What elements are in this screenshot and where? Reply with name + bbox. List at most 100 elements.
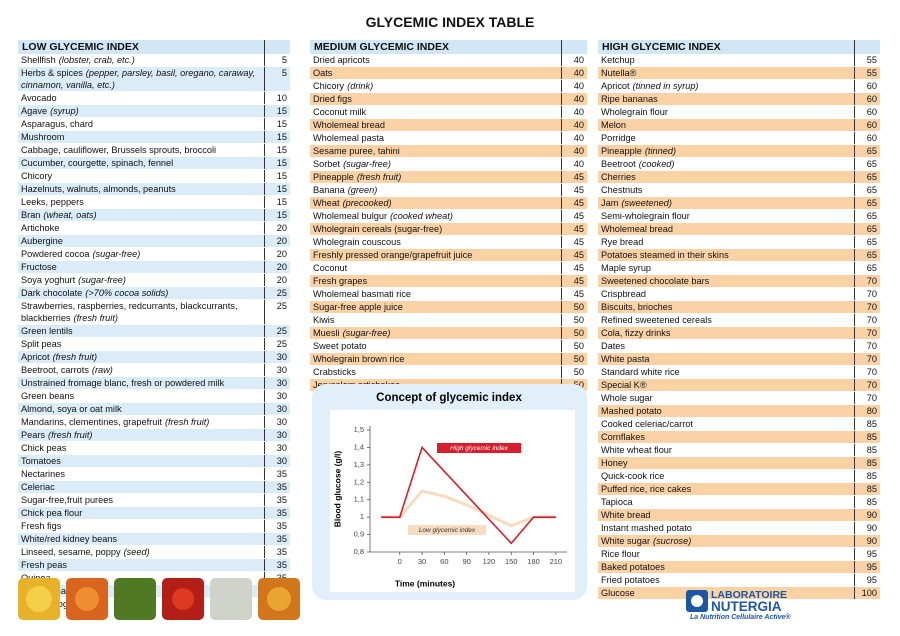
food-name: Beetroot, carrots xyxy=(21,365,89,375)
food-name: Mushroom xyxy=(21,132,65,142)
food-cell: Strawberries, raspberries, redcurrants, … xyxy=(18,300,264,324)
table-row: Fresh peas 35 xyxy=(18,559,290,572)
gi-value: 70 xyxy=(854,366,880,378)
food-cell: Wholegrain flour xyxy=(598,106,854,118)
food-cell: Potatoes steamed in their skins xyxy=(598,249,854,261)
table-header: MEDIUM GLYCEMIC INDEX xyxy=(310,40,587,54)
food-cell: Porridge xyxy=(598,132,854,144)
food-cell: Powdered cocoa (sugar-free) xyxy=(18,248,264,260)
food-name: Sesame puree, tahini xyxy=(313,146,400,156)
food-name: Crabsticks xyxy=(313,367,356,377)
food-name: Mashed potato xyxy=(601,406,662,416)
food-photos xyxy=(18,578,300,620)
food-cell: Shellfish (lobster, crab, etc.) xyxy=(18,54,264,66)
food-cell: Cherries xyxy=(598,171,854,183)
gi-value: 35 xyxy=(264,533,290,545)
table-row: Instant mashed potato 90 xyxy=(598,522,880,535)
gi-value: 60 xyxy=(854,132,880,144)
food-note: (tinned in syrup) xyxy=(632,81,699,91)
gi-value: 60 xyxy=(854,119,880,131)
table-row: Soya yoghurt (sugar-free) 20 xyxy=(18,274,290,287)
food-name: Instant mashed potato xyxy=(601,523,692,533)
table-row: Special K® 70 xyxy=(598,379,880,392)
food-name: Cucumber, courgette, spinach, fennel xyxy=(21,158,174,168)
gi-value: 40 xyxy=(561,132,587,144)
gi-value: 50 xyxy=(561,327,587,339)
table-row: Chicory (drink) 40 xyxy=(310,80,587,93)
food-cell: Glucose xyxy=(598,587,854,599)
table-row: Dried figs 40 xyxy=(310,93,587,106)
food-cell: Pineapple (tinned) xyxy=(598,145,854,157)
gi-value: 40 xyxy=(561,158,587,170)
gi-value: 45 xyxy=(561,171,587,183)
food-cell: Leeks, peppers xyxy=(18,196,264,208)
food-name: Shellfish xyxy=(21,55,56,65)
table-row: Potatoes steamed in their skins 65 xyxy=(598,249,880,262)
food-name: Semi-wholegrain flour xyxy=(601,211,690,221)
gi-value: 80 xyxy=(854,405,880,417)
food-note: (sugar-free) xyxy=(78,275,126,285)
gi-value: 20 xyxy=(264,274,290,286)
y-tick-label: 0,8 xyxy=(354,547,364,556)
table-row: Strawberries, raspberries, redcurrants, … xyxy=(18,300,290,325)
food-cell: Pears (fresh fruit) xyxy=(18,429,264,441)
gi-value: 70 xyxy=(854,288,880,300)
gi-value: 35 xyxy=(264,520,290,532)
gi-value: 15 xyxy=(264,131,290,143)
food-name: Leeks, peppers xyxy=(21,197,84,207)
table-row: Sesame puree, tahini 40 xyxy=(310,145,587,158)
food-note: (fresh fruit) xyxy=(48,430,93,440)
gi-value: 30 xyxy=(264,403,290,415)
food-cell: Bran (wheat, oats) xyxy=(18,209,264,221)
y-tick-label: 1,2 xyxy=(354,477,364,486)
table-row: Mushroom 15 xyxy=(18,131,290,144)
food-cell: Chicory (drink) xyxy=(310,80,561,92)
table-row: Dates 70 xyxy=(598,340,880,353)
gi-value: 85 xyxy=(854,457,880,469)
chart-title: Concept of glycemic index xyxy=(376,392,522,404)
table-row: Pineapple (tinned) 65 xyxy=(598,145,880,158)
gi-value: 30 xyxy=(264,351,290,363)
food-cell: Wholemeal pasta xyxy=(310,132,561,144)
table-header: LOW GLYCEMIC INDEX xyxy=(18,40,290,54)
food-cell: Hazelnuts, walnuts, almonds, peanuts xyxy=(18,183,264,195)
table-row: Powdered cocoa (sugar-free) 20 xyxy=(18,248,290,261)
table-row: Ripe bananas 60 xyxy=(598,93,880,106)
gi-value: 35 xyxy=(264,559,290,571)
gi-value: 60 xyxy=(854,80,880,92)
table-row: Coconut 45 xyxy=(310,262,587,275)
gi-value: 15 xyxy=(264,196,290,208)
food-cell: Dates xyxy=(598,340,854,352)
food-note: (>70% cocoa solids) xyxy=(85,288,169,298)
table-row: Chick peas 30 xyxy=(18,442,290,455)
food-cell: Beetroot (cooked) xyxy=(598,158,854,170)
table-row: Bran (wheat, oats) 15 xyxy=(18,209,290,222)
photo-detail xyxy=(26,586,52,612)
gi-value: 25 xyxy=(264,300,290,324)
food-note: (sugar-free) xyxy=(92,249,141,259)
food-cell: Freshly pressed orange/grapefruit juice xyxy=(310,249,561,261)
gi-value: 35 xyxy=(264,507,290,519)
food-cell: Jam (sweetened) xyxy=(598,197,854,209)
food-name: Honey xyxy=(601,458,628,468)
table-row: Banana (green) 45 xyxy=(310,184,587,197)
food-note: (pepper, parsley, basil, oregano, carawa… xyxy=(21,68,256,90)
food-name: Porridge xyxy=(601,133,636,143)
food-cell: Green lentils xyxy=(18,325,264,337)
table-row: Wholemeal basmati rice 45 xyxy=(310,288,587,301)
gi-value: 65 xyxy=(854,184,880,196)
table-row: Mashed potato 80 xyxy=(598,405,880,418)
table-row: Refined sweetened cereals 70 xyxy=(598,314,880,327)
gi-value: 40 xyxy=(561,145,587,157)
food-note: (fresh fruit) xyxy=(73,313,118,323)
food-cell: Wholegrain couscous xyxy=(310,236,561,248)
food-note: (raw) xyxy=(91,365,113,375)
food-cell: Refined sweetened cereals xyxy=(598,314,854,326)
food-cell: Coconut milk xyxy=(310,106,561,118)
food-name: White wheat flour xyxy=(601,445,672,455)
table-row: Jam (sweetened) 65 xyxy=(598,197,880,210)
gi-value: 50 xyxy=(561,366,587,378)
food-cell: Split peas xyxy=(18,338,264,350)
food-name: Celeriac xyxy=(21,482,55,492)
food-cell: Cornflakes xyxy=(598,431,854,443)
